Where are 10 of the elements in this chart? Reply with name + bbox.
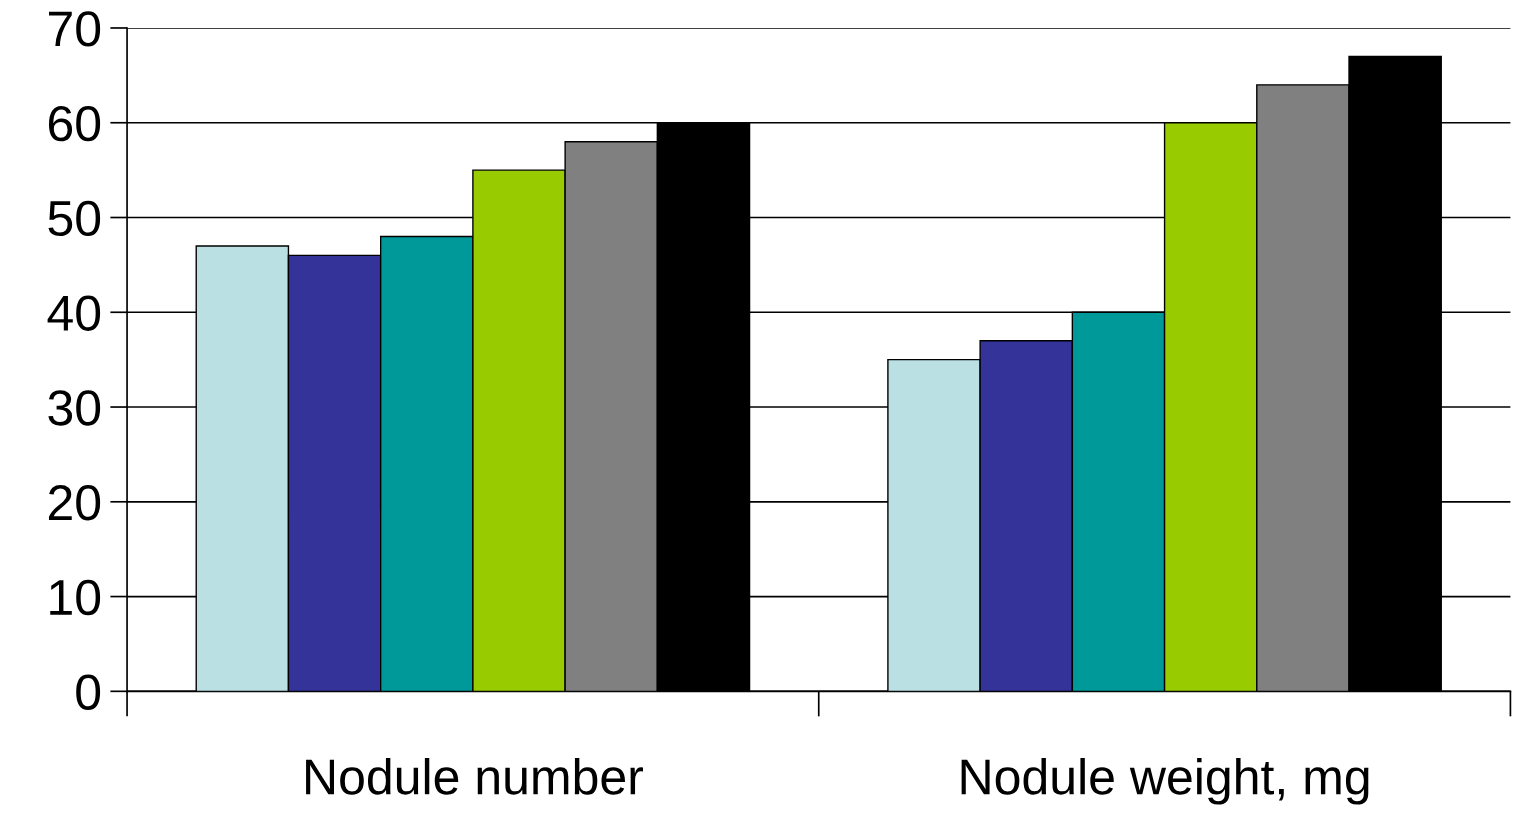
y-tick-label: 60 <box>48 105 101 142</box>
y-tick-label: 70 <box>49 11 101 47</box>
y-tick-label: 40 <box>47 295 101 331</box>
y-tick-label: 20 <box>48 485 101 521</box>
y-tick-label: 50 <box>48 200 101 237</box>
x-tick-label: Nodule weight, mg <box>961 757 1369 805</box>
y-tick-label: 30 <box>48 390 101 426</box>
y-tick-label: 0 <box>76 674 101 710</box>
x-tick-label: Nodule number <box>306 757 644 795</box>
y-tick-label: 10 <box>50 579 101 616</box>
